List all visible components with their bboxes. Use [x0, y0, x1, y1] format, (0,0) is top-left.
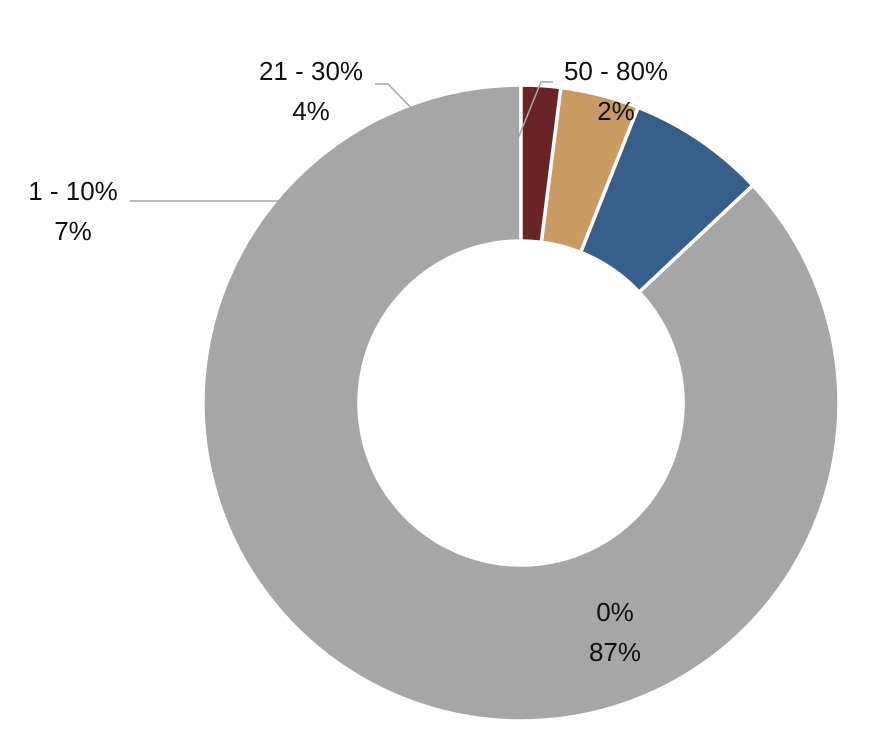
slice-50-80	[519, 83, 563, 245]
slice-category-label-0: 0%	[596, 597, 634, 627]
leader-lines-layer	[130, 81, 553, 202]
leader-line-21-30	[375, 83, 470, 168]
slice-value-label-21-30: 4%	[292, 96, 330, 126]
slice-category-label-1-10: 1 - 10%	[28, 176, 118, 206]
slice-value-label-0: 87%	[589, 637, 641, 667]
slice-category-label-21-30: 21 - 30%	[259, 56, 363, 86]
data-labels-layer: 0% 87% 1 - 10% 7% 21 - 30% 4% 50 - 80% 2%	[28, 56, 668, 667]
slice-value-label-50-80: 2%	[597, 96, 635, 126]
leader-line-50-80	[507, 81, 553, 164]
slice-value-label-1-10: 7%	[54, 216, 92, 246]
slice-0	[201, 83, 841, 723]
slices-layer	[201, 83, 841, 723]
slice-category-label-50-80: 50 - 80%	[564, 56, 668, 86]
